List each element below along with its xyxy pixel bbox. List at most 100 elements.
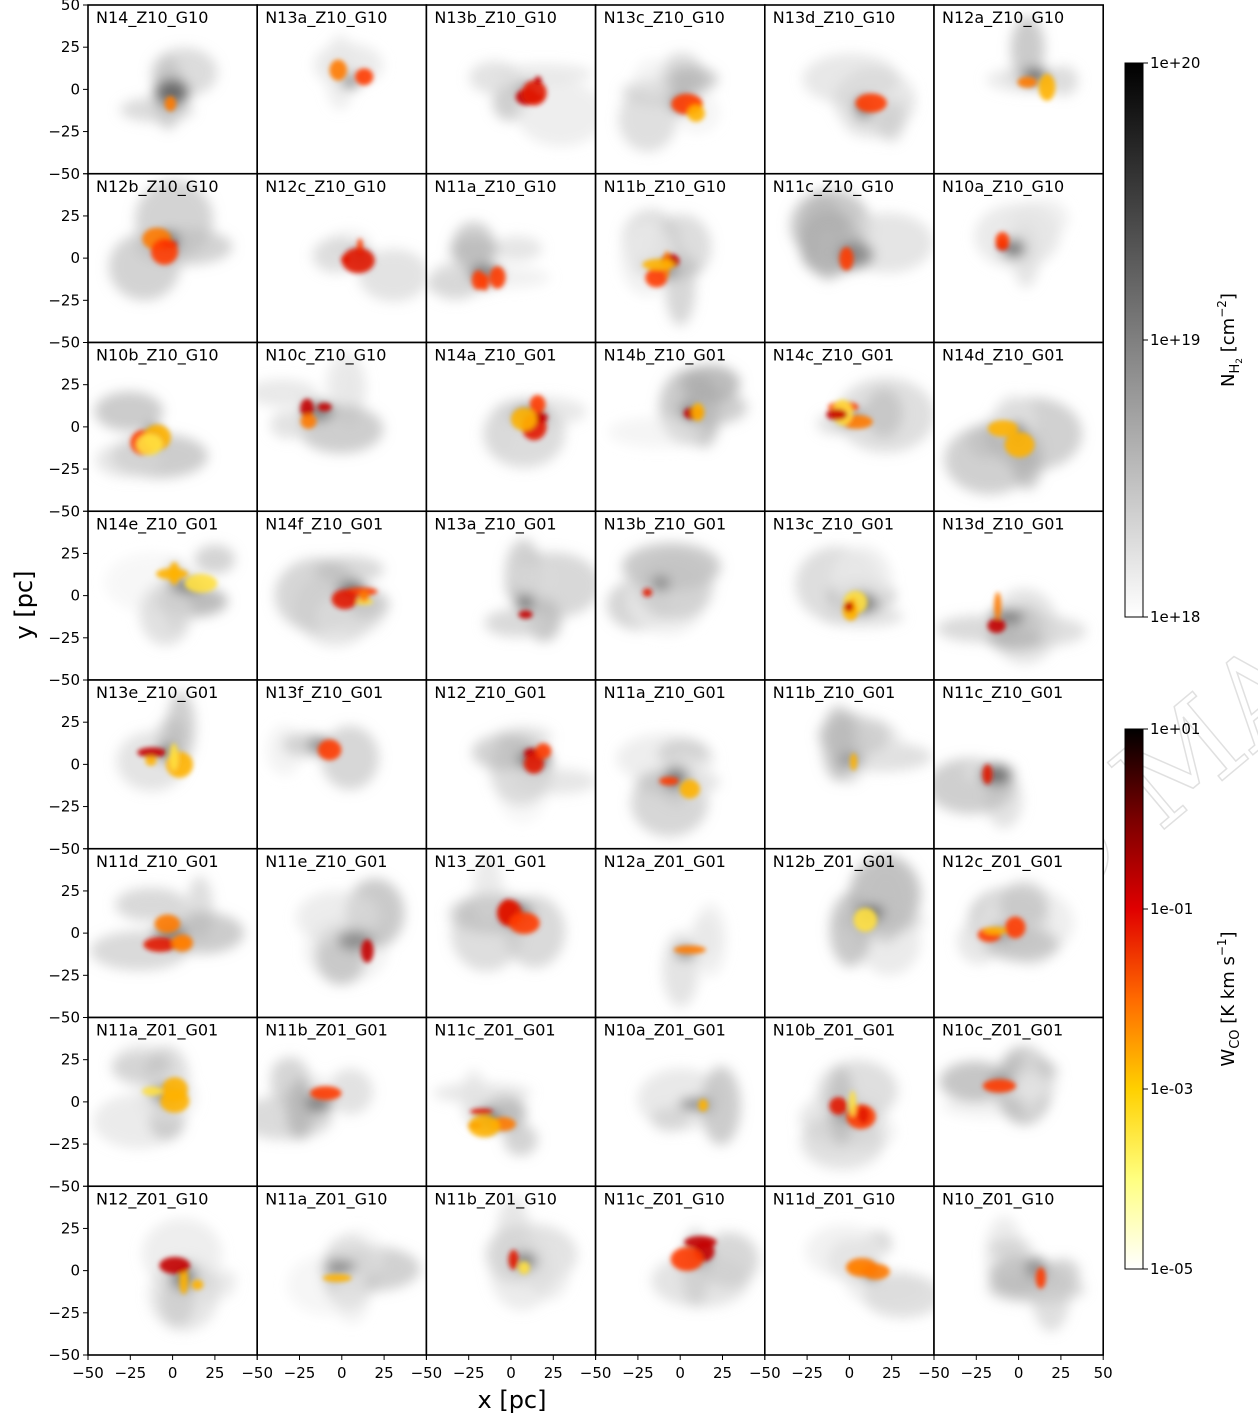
panel-image: [829, 855, 926, 976]
y-tick-label: −25: [48, 460, 80, 478]
y-tick-label: −50: [48, 1009, 80, 1027]
panel-image: [957, 880, 1074, 969]
panel-N11b_Z01_G10: N11b_Z01_G10: [425, 1185, 597, 1356]
x-tick-label: 0: [675, 1364, 685, 1382]
panel-title: N14a_Z10_G01: [434, 346, 556, 366]
x-tick-label: −50: [411, 1364, 443, 1382]
panel-title: N11b_Z01_G10: [434, 1189, 557, 1209]
panel-title: N11a_Z10_G01: [604, 683, 726, 703]
panel-N11b_Z10_G01: N11b_Z10_G01: [763, 679, 935, 850]
panel-image: [618, 52, 720, 152]
panel-N10c_Z10_G10: N10c_Z10_G10: [256, 341, 428, 513]
panel-title: N13e_Z10_G01: [96, 683, 218, 703]
panel-title: N13_Z01_G01: [434, 852, 546, 872]
y-tick-label: −25: [48, 966, 80, 984]
panel-image: [790, 189, 934, 282]
y-tick-label: 25: [61, 1051, 80, 1069]
panel-N13c_Z10_G10: N13c_Z10_G10: [594, 4, 766, 175]
panel-N13c_Z10_G01: N13c_Z10_G01: [763, 510, 935, 681]
panel-N14a_Z10_G01: N14a_Z10_G01: [425, 341, 597, 513]
panel-title: N12c_Z01_G01: [942, 852, 1063, 872]
panel-title: N12c_Z10_G10: [265, 177, 386, 197]
y-tick-label: 25: [61, 1219, 80, 1237]
x-tick-label: 0: [337, 1364, 347, 1382]
y-tick-label: 25: [61, 544, 80, 562]
y-tick-label: 50: [61, 0, 80, 14]
panel-N11c_Z10_G10: N11c_Z10_G10: [763, 172, 935, 344]
panel-image: [936, 588, 1087, 664]
panel-N11c_Z01_G01: N11c_Z01_G01: [425, 1016, 597, 1188]
panel-image: [312, 229, 427, 302]
y-tick-label: −25: [48, 123, 80, 141]
panel-title: N11d_Z01_G10: [773, 1189, 896, 1209]
panel-image: [805, 1224, 934, 1318]
panel-title: N11a_Z01_G10: [265, 1189, 387, 1209]
panel-title: N11c_Z01_G10: [604, 1189, 725, 1209]
x-tick-label: −25: [960, 1364, 992, 1382]
panel-N12_Z10_G01: N12_Z10_G01: [425, 679, 597, 850]
panel-title: N14_Z10_G10: [96, 8, 208, 28]
y-tick-label: −50: [48, 1346, 80, 1364]
colorbar-label: WCO [K km s−1]: [1215, 931, 1243, 1066]
panel-N12c_Z10_G10: N12c_Z10_G10: [256, 172, 428, 344]
panel-title: N11d_Z10_G01: [96, 852, 219, 872]
x-tick-label: −50: [918, 1364, 950, 1382]
y-tick-label: 0: [70, 755, 80, 773]
x-tick-label: −50: [241, 1364, 273, 1382]
panel-title: N12b_Z01_G01: [773, 852, 896, 872]
panel-image: [934, 758, 1023, 829]
panel-title: N12a_Z10_G10: [942, 8, 1064, 28]
panel-title: N10a_Z01_G01: [604, 1021, 726, 1041]
panel-N10a_Z10_G10: N10a_Z10_G10: [933, 172, 1104, 344]
panel-title: N12b_Z10_G10: [96, 177, 219, 197]
y-tick-label: −50: [48, 334, 80, 352]
colorbar-gradient: [1124, 728, 1144, 1270]
panel-N14_Z10_G10: N14_Z10_G10: [87, 4, 258, 175]
y-tick-label: −25: [48, 291, 80, 309]
panel-title: N13a_Z10_G10: [265, 8, 387, 28]
x-tick-label: 25: [713, 1364, 732, 1382]
colorbar-tick-label: 1e+20: [1150, 54, 1200, 72]
x-tick-label: 0: [845, 1364, 855, 1382]
panel-title: N11b_Z01_G01: [265, 1021, 388, 1041]
panel-N13e_Z10_G01: N13e_Z10_G01: [87, 679, 258, 850]
panel-N13a_Z10_G10: N13a_Z10_G10: [256, 4, 428, 175]
panel-title: N13d_Z10_G01: [942, 514, 1065, 534]
panel-N11a_Z10_G10: N11a_Z10_G10: [425, 172, 597, 344]
y-tick-label: 0: [70, 418, 80, 436]
x-tick-label: 25: [882, 1364, 901, 1382]
panel-title: N13b_Z10_G01: [604, 514, 727, 534]
panel-image: [651, 1228, 759, 1308]
x-axis: −50 −25 0 25 −50 −25 0 25 −50 −25 0 25 −50 −25 0 25 −50−…: [72, 1355, 1113, 1382]
panel-title: N12_Z10_G01: [434, 683, 546, 703]
colorbar-tick-label: 1e-01: [1150, 900, 1193, 918]
panel-N11a_Z10_G01: N11a_Z10_G01: [594, 679, 766, 850]
panel-image: [108, 180, 233, 301]
panel-image: [90, 876, 245, 971]
panel-image: [620, 209, 712, 326]
panel-N13_Z01_G01: N13_Z01_G01: [425, 847, 597, 1019]
panel-N13d_Z10_G01: N13d_Z10_G01: [933, 510, 1104, 681]
x-tick-label: 25: [1051, 1364, 1070, 1382]
x-tick-label: 0: [168, 1364, 178, 1382]
panel-title: N11a_Z01_G01: [96, 1021, 218, 1041]
y-tick-label: −50: [48, 1177, 80, 1195]
x-tick-label: 25: [205, 1364, 224, 1382]
panel-image: [802, 53, 916, 143]
panel-image: [637, 1066, 741, 1146]
panel-title: N14c_Z10_G01: [773, 346, 894, 366]
panel-N12a_Z10_G10: N12a_Z10_G10: [933, 4, 1104, 175]
panel-image: [116, 691, 196, 792]
x-tick-label: −25: [791, 1364, 823, 1382]
x-tick-label: −25: [622, 1364, 654, 1382]
panel-N13b_Z10_G01: N13b_Z10_G01: [594, 510, 766, 681]
panel-image: [798, 1060, 898, 1170]
panel-N13f_Z10_G01: N13f_Z10_G01: [256, 679, 428, 850]
panel-title: N14d_Z10_G01: [942, 346, 1065, 366]
panel-title: N11b_Z10_G01: [773, 683, 896, 703]
panel-image: [93, 1042, 197, 1149]
panel-N12b_Z01_G01: N12b_Z01_G01: [763, 847, 935, 1019]
panel-title: N11a_Z10_G10: [434, 177, 556, 197]
panel-image: [471, 726, 596, 824]
